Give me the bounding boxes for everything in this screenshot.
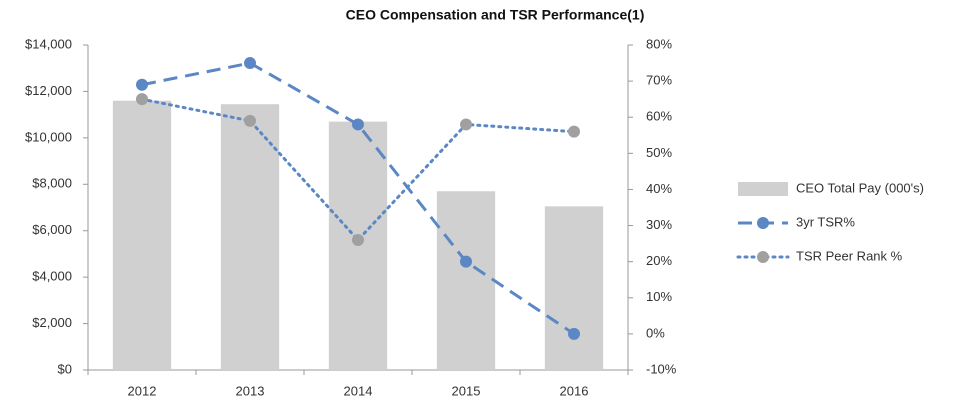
y2-tick-label: 10%: [646, 289, 672, 304]
marker: [352, 118, 364, 131]
legend-label: CEO Total Pay (000's): [796, 180, 924, 195]
chart-title: CEO Compensation and TSR Performance(1): [346, 7, 645, 23]
bar: [436, 191, 496, 370]
legend-swatch: [738, 182, 788, 196]
y2-tick-label: 20%: [646, 253, 672, 268]
marker: [568, 125, 580, 138]
y2-tick-label: 0%: [646, 325, 665, 340]
bar: [112, 100, 172, 370]
y-tick-label: $2,000: [32, 315, 72, 330]
x-tick-label: 2014: [344, 383, 373, 398]
line: [140, 97, 576, 243]
x-tick-label: 2013: [236, 383, 265, 398]
bar: [220, 104, 280, 371]
marker: [244, 114, 256, 127]
y2-tick-label: -10%: [646, 361, 677, 376]
y-tick-label: $0: [58, 361, 72, 376]
y-tick-label: $4,000: [32, 269, 72, 284]
legend-marker: [757, 251, 769, 263]
y-tick-label: $6,000: [32, 222, 72, 237]
y2-tick-label: 60%: [646, 109, 672, 124]
y2-tick-label: 70%: [646, 73, 672, 88]
marker: [460, 118, 472, 131]
marker: [460, 255, 472, 268]
marker: [568, 327, 580, 340]
marker: [136, 78, 148, 91]
y-tick-label: $10,000: [25, 129, 72, 144]
legend-marker: [757, 217, 769, 229]
marker: [136, 93, 148, 106]
y-tick-label: $12,000: [25, 83, 72, 98]
x-tick-label: 2015: [452, 383, 481, 398]
y-tick-label: $8,000: [32, 176, 72, 191]
marker: [244, 57, 256, 70]
marker: [352, 234, 364, 246]
legend-label: TSR Peer Rank %: [796, 248, 903, 263]
x-tick-label: 2012: [128, 383, 157, 398]
y2-tick-label: 50%: [646, 145, 672, 160]
y-tick-label: $14,000: [25, 36, 72, 51]
y2-tick-label: 40%: [646, 181, 672, 196]
y2-tick-label: 30%: [646, 217, 672, 232]
bar: [544, 206, 604, 370]
line: [141, 61, 575, 336]
x-tick-label: 2016: [560, 383, 589, 398]
legend-label: 3yr TSR%: [796, 214, 855, 229]
y2-tick-label: 80%: [646, 36, 672, 51]
